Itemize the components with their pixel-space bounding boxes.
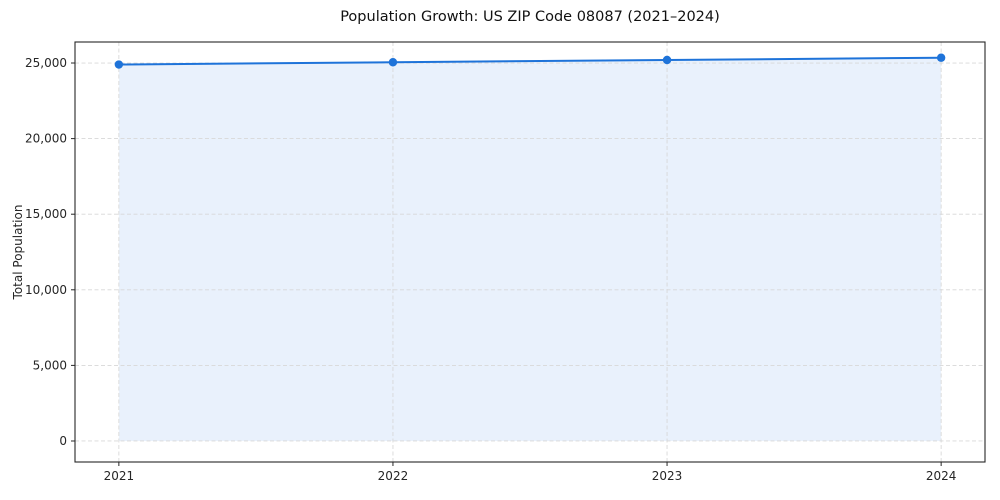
- data-point: [114, 60, 124, 69]
- x-tick-label: 2022: [378, 469, 409, 483]
- plot-border: [74, 41, 986, 463]
- data-point: [936, 53, 946, 62]
- y-tick-label: 5,000: [33, 358, 67, 372]
- x-tick-label: 2024: [926, 469, 957, 483]
- x-tick-label: 2023: [652, 469, 683, 483]
- chart-title: Population Growth: US ZIP Code 08087 (20…: [340, 9, 720, 25]
- y-tick-label: 25,000: [25, 56, 67, 70]
- area-fill: [118, 57, 942, 441]
- x-tick-label: 2021: [104, 469, 135, 483]
- data-point: [388, 58, 398, 67]
- y-tick-label: 10,000: [25, 283, 67, 297]
- series-line: [117, 56, 943, 66]
- data-point: [662, 55, 672, 65]
- y-tick-label: 20,000: [25, 132, 67, 146]
- y-tick-label: 15,000: [25, 207, 67, 221]
- y-tick-label: 0: [59, 434, 67, 448]
